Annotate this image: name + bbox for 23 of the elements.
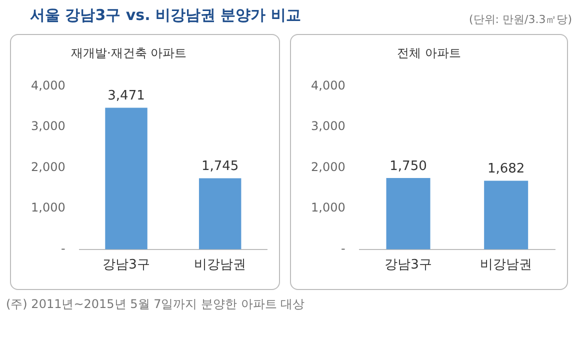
data-label: 1,745 — [201, 159, 239, 174]
y-tick-label: 4,000 — [30, 78, 66, 92]
x-tick-label: 비강남권 — [480, 258, 532, 273]
x-tick-label: 강남3구 — [102, 258, 150, 273]
text: (주) 2011년~2015년 5월 7일까지 분양한 아파트 대상 — [6, 296, 305, 313]
text: (단위: 만원/3.3㎡당) — [469, 12, 572, 27]
y-tick-label: 3,000 — [30, 119, 66, 134]
data-label: 1,750 — [390, 158, 427, 174]
x-tick-label: 강남3구 — [384, 258, 432, 273]
chart-title: 전체 아파트 — [396, 45, 462, 62]
y-tick-label: 1,000 — [30, 200, 66, 215]
y-tick-label: 2,000 — [310, 160, 346, 174]
y-tick-label: 1,000 — [310, 200, 346, 215]
y-tick-label: 2,000 — [30, 160, 66, 174]
chart-subtitle: 재개발·재건축 아파트 — [71, 45, 188, 62]
y-tick-label: 3,000 — [310, 119, 346, 134]
data-label: 3,471 — [108, 88, 145, 104]
y-tick-label: 4,000 — [310, 78, 346, 92]
data-label: 1,682 — [487, 162, 525, 177]
x-tick-label: 비강남권 — [194, 258, 246, 273]
y-tick-label: - — [341, 242, 346, 256]
chart-title: 서울 강남3구 vs. 비강남권 분양가 비교 — [30, 6, 301, 25]
y-tick-label: - — [61, 242, 66, 256]
